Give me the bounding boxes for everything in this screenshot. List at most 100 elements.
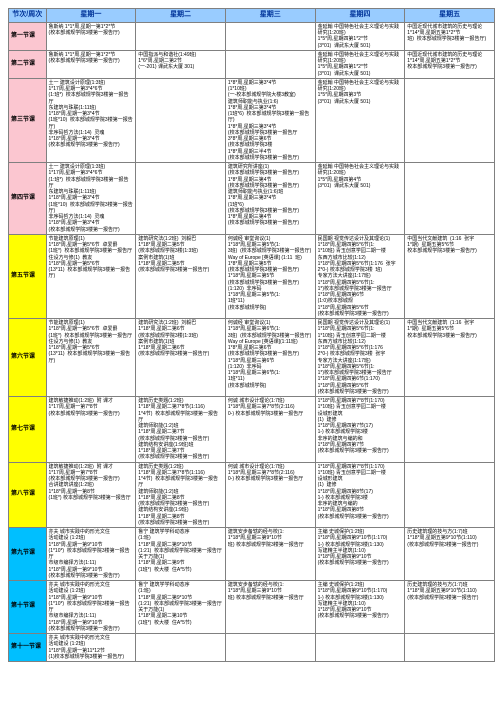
schedule-cell: 建筑安步备辖的经与校(1: 1*18*周,星期三第9*10节 班) 校本部城规学… [225,581,315,634]
cell-text: 土一 建筑设计原理(1:3班) 1*17周,星期一第3*4*6节 (1:班*) … [49,80,133,149]
period-label: 第十一节课 [9,634,47,662]
schedule-cell: 亦夫 城市实践中的形光文住 活动建设 (1:2班) 1*18*周,星期一第9*1… [46,581,136,634]
schedule-cell: 金延翰 中国特色社会主义理论与实践研究(1:20班) 1*5*周,星期四第1*2… [315,22,405,50]
cell-text: 金延翰 中国特色社会主义理论与实践研究(1:20班) 1*5*周,星期四第1*2… [318,24,399,49]
schedule-cell: 中国近现代城市建筑的历史与理论 1*14*周,星期五第1*2*节 校本部城规学院… [405,50,495,78]
cell-text: 金延翰 中国特色社会主义理论与实践研究(1:20班) 1*5*周,星期四第4节 … [318,164,399,189]
schedule-cell: 中国当代文献建筑 (1:16 张宇 1*期) 星期五第5*6节 校本部城规学院3… [405,319,495,397]
period-row: 第四节课土一 建筑设计原理(1:3班) 1*17周,星期一第3*4*6节 (1:… [9,163,495,235]
period-row: 第八节课建筑敏捷推动(1:2班) 附 课才 1*17周,星期一第7*8节 (校本… [9,462,495,528]
header-day-tue: 星期二 [136,9,226,23]
period-label: 第四节课 [9,163,47,235]
cell-text: 主编 史城保护(1:2班) 1*18*周,星期四第9*10节(1:170) 1-… [318,529,389,566]
cell-text: 主编 史城保护(1:2班) 1*18*周,星期四第9*10节(1:170) 1-… [318,582,389,619]
period-label: 第二节课 [9,50,47,78]
cell-text: 节能建筑原理(1) 1*18*周,星期一第5*6节 卓爱爵 (1班*) 校本部城… [49,320,133,364]
cell-text: 金延翰 中国特色社会主义理论与实践研究(1:20班) 1*5*周,星期四第1*2… [318,52,399,77]
cell-text: 何诚 城市设计理论(1:7班) 1*18*周,星期三第7*8节(2:116) 0… [228,398,303,417]
schedule-cell [225,634,315,662]
period-row: 第十节课亦夫 城市实践中的形光文住 活动建设 (1:2班) 1*18*周,星期一… [9,581,495,634]
schedule-cell [136,78,226,162]
period-label: 第八节课 [9,462,47,528]
cell-text: 历史建筑理的技与方(1:7)班 1*18*周,星期五第9*10节(1:110) … [407,582,478,601]
schedule-cell [315,634,405,662]
schedule-cell [136,634,226,662]
period-label: 第一节课 [9,22,47,50]
schedule-cell [405,78,495,162]
schedule-cell: 民国期 视觉传达设计及其理论(1) 1*18*周,星期四第5*6节(1: 1*1… [315,319,405,397]
header-day-thu: 星期四 [315,9,405,23]
schedule-cell [136,163,226,235]
schedule-cell [405,397,495,463]
cell-text: 建筑研究法(1:2班) 刘毅巴 1*18*周,星期二第5节 (校本部城规学院3楼… [138,236,209,273]
schedule-cell: 历史建筑理的技与方(1:7)班 1*18*周,星期五第9*10节(1:110) … [405,528,495,581]
schedule-cell: 民国期 视觉传达设计及其理论(1) 1*18*周,星期四第5*6节(1: 1*1… [315,234,405,318]
schedule-cell: 土一 建筑设计原理(1:3班) 1*17周,星期一第3*4*6节 (1:班*) … [46,78,136,162]
period-label: 第三节课 [9,78,47,162]
schedule-cell: 鲁宁 建筑学学科动态序 (1:班) 1*18*周,星期二第9*10节 (1:21… [136,581,226,634]
header-row: 节次/周次 星期一 星期二 星期三 星期四 星期五 [9,9,495,23]
cell-text: 亦夫 城市实践中的形光文住 活动建设 (1:2班) 1*18*周,星期一第11*… [49,635,125,660]
schedule-cell: 何诚经 审堂询议(1) 1*18*周,星期三第6节(1: 3班) (校本部城规学… [225,319,315,397]
schedule-cell: 1*8*周,星期三第3*4节 (1*10班) (一-校本部城规学院大楼3教室) … [225,78,315,162]
cell-text: 何诚经 审堂询议(1) 1*18*周,星期三第5节(1: 3班) (校本部城规学… [228,236,311,311]
schedule-cell: 建筑敏捷推动(1:2班) 附 课才 1*17周,星期一第7*8节 (校本部城规学… [46,462,136,528]
schedule-cell: 何诚经 审堂询议(1) 1*18*周,星期三第5节(1: 3班) (校本部城规学… [225,234,315,318]
schedule-cell: 亦夫 城市实践中的形光文住 活动建设 (1:2班) 1*18*周,星期一第9*1… [46,528,136,581]
cell-text: 中国当代文献建筑 (1:16 张宇 1*期) 星期五第5*6节 校本部城规学院3… [407,236,476,255]
schedule-cell: 建筑历史类题(1:2班) 1*18*周,星期二第7*8节(1:116) 1*4节… [136,397,226,463]
schedule-cell: 金延翰 中国特色社会主义理论与实践研究(1:20班) 1*5*周,星期四第4节 … [315,163,405,235]
schedule-cell: 1*18*周,星期四第7*8节(1:170) 1*10班) 青玉创意学园二期一楼… [315,397,405,463]
cell-text: 建筑历史类题(1:2班) 1*18*周,星期二第7*8节(1:116) 1*4节… [138,398,218,460]
cell-text: 中国近现代城市建筑的历史与理论 1*14*周,星期五第1*2*节 班) 校本部城… [407,24,486,43]
cell-text: 建筑敏捷推动(1:2班) 附 课才 1*17周,星期一第7*8节 (校本部城规学… [49,464,131,501]
schedule-cell: 节能建筑原理(1) 1*18*周,星期一第5*6节 卓爱爵 (1班*) 校本部城… [46,234,136,318]
cell-text: 中国近现代城市建筑的历史与理论 1*14*周,星期五第1*2*节 校本部城规学院… [407,52,482,71]
period-row: 第二节课鲁斯纳 1*1*周,星期一第1*2*节 (校本部城规学院3楼第一报告厅)… [9,50,495,78]
schedule-cell: 何诚 城市设计理论(1:7班) 1*18*周,星期三第7*8节(2:116) 0… [225,462,315,528]
period-row: 第五节课节能建筑原理(1) 1*18*周,星期一第5*6节 卓爱爵 (1班*) … [9,234,495,318]
cell-text: 亦夫 城市实践中的形光文住 活动建设 (1:2班) 1*18*周,星期一第9*1… [49,529,130,579]
cell-text: 1*18*周,星期四第7*8节(1:170) 1*10班) 青玉创意学园二期一楼… [318,464,389,520]
period-label: 第五节课 [9,234,47,318]
cell-text: 民国期 视觉传达设计及其理论(1) 1*18*周,星期四第5*6节(1: 1*1… [318,320,392,395]
period-row: 第十一节课亦夫 城市实践中的形光文住 活动建设 (1:2班) 1*18*周,星期… [9,634,495,662]
cell-text: 鲁宁 建筑学学科动态序 (1:班) 1*18*周,星期二第9*10节 (1:21… [138,582,222,626]
schedule-cell [405,163,495,235]
cell-text: 中国指派与和谐社(1:49班) 1*6*周,星期二第2节 (一-201) 课武东… [138,52,196,71]
header-day-wed: 星期三 [225,9,315,23]
period-row: 第一节课鲁斯纳 1*1*周,星期一第1*2*节 (校本部城规学院3楼第一报告厅)… [9,22,495,50]
period-label: 第九节课 [9,528,47,581]
cell-text: 1*8*周,星期三第3*4节 (1*10班) (一-校本部城规学院大楼3教室) … [228,80,309,161]
schedule-cell: 何诚 城市设计理论(1:7班) 1*18*周,星期三第7*8节(2:116) 0… [225,397,315,463]
schedule-cell: 历史建筑理的技与方(1:7)班 1*18*周,星期五第9*10节(1:110) … [405,581,495,634]
schedule-cell: 金延翰 中国特色社会主义理论与实践研究(1:20班) 1*5*周,星期四第1*2… [315,50,405,78]
cell-text: 何诚 城市设计理论(1:7班) 1*18*周,星期三第7*8节(2:116) 0… [228,464,303,483]
schedule-cell: 金延翰 中国特色社会主义理论与实践研究(1:20班) 1*5*周,星期四第3节 … [315,78,405,162]
header-day-mon: 星期一 [46,9,136,23]
period-row: 第三节课土一 建筑设计原理(1:3班) 1*17周,星期一第3*4*6节 (1:… [9,78,495,162]
schedule-cell: 土一 建筑设计原理(1:3班) 1*17周,星期一第3*4*6节 (1:班*) … [46,163,136,235]
cell-text: 节能建筑原理(1) 1*18*周,星期一第5*6节 卓爱爵 (1班*) 校本部城… [49,236,133,280]
schedule-cell [405,634,495,662]
schedule-cell [136,22,226,50]
schedule-cell: 建筑研究法(1:2班) 刘毅巴 1*18*周,星期二第5节 (校本部城规学院3楼… [136,234,226,318]
cell-text: 建筑研究所讲座(1) (校本部城规学院3楼第一报告厅) 1*8*周,星期三第4节… [228,164,299,226]
period-row: 第七节课建筑敏捷推动(1:2班) 附 课才 1*17周,星期一第7*8节 (校本… [9,397,495,463]
cell-text: 建筑安步备辖的经与校(1: 1*18*周,星期三第9*10节 班) 校本部城规学… [228,529,304,548]
cell-text: 亦夫 城市实践中的形光文住 活动建设 (1:2班) 1*18*周,星期一第9*1… [49,582,130,632]
header-label: 节次/周次 [9,9,47,23]
schedule-cell: 建筑研究所讲座(1) (校本部城规学院3楼第一报告厅) 1*8*周,星期三第4节… [225,163,315,235]
period-row: 第九节课亦夫 城市实践中的形光文住 活动建设 (1:2班) 1*18*周,星期一… [9,528,495,581]
cell-text: 建筑敏捷推动(1:2班) 附 课才 1*17周,星期一第7*8节 (校本部城规学… [49,398,120,417]
schedule-cell: 建筑历史类题(1:2班) 1*18*周,星期二第7*8节(1:116) 1*4节… [136,462,226,528]
header-day-fri: 星期五 [405,9,495,23]
schedule-cell: 鲁斯纳 1*1*周,星期一第1*2*节 (校本部城规学院3楼第一报告厅) [46,50,136,78]
cell-text: 建筑历史类题(1:2班) 1*18*周,星期二第7*8节(1:116) 1*4节… [138,464,218,526]
schedule-cell: 建筑安步备辖的经与校(1: 1*18*周,星期三第9*10节 班) 校本部城规学… [225,528,315,581]
cell-text: 金延翰 中国特色社会主义理论与实践研究(1:20班) 1*5*周,星期四第3节 … [318,80,399,105]
schedule-cell [225,22,315,50]
schedule-cell: 节能建筑原理(1) 1*18*周,星期一第5*6节 卓爱爵 (1班*) 校本部城… [46,319,136,397]
schedule-cell: 中国当代文献建筑 (1:16 张宇 1*期) 星期五第5*6节 校本部城规学院3… [405,234,495,318]
cell-text: 鲁宁 建筑学学科动态序 (1:班) 1*18*周,星期二第9*10节 (1:21… [138,529,222,573]
